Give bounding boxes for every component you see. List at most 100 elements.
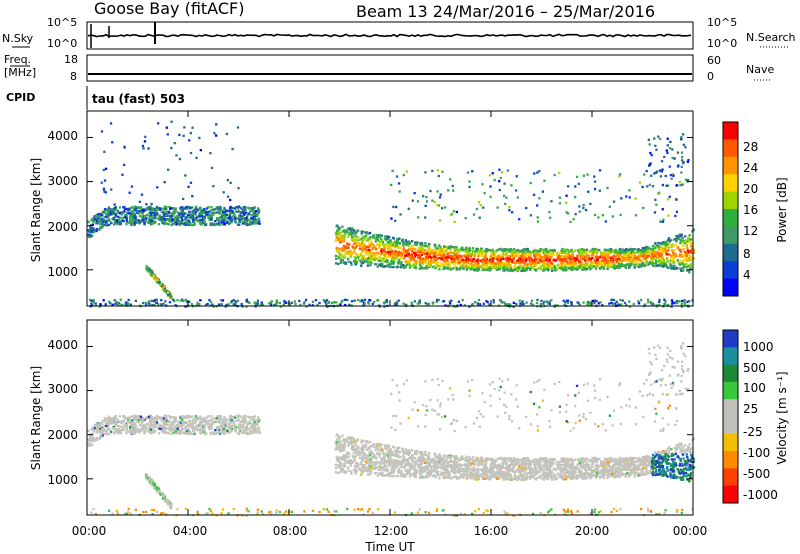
power-point <box>374 240 377 243</box>
power-point <box>678 300 681 303</box>
power-point <box>177 220 180 223</box>
power-point <box>527 266 530 270</box>
power-point <box>678 253 682 257</box>
power-point <box>347 260 350 263</box>
power-point <box>178 157 182 161</box>
power-point <box>214 223 217 226</box>
power-point <box>184 216 187 219</box>
power-point <box>103 150 106 153</box>
power-point <box>652 262 655 265</box>
power-point <box>189 181 193 184</box>
power-point <box>205 213 208 216</box>
power-point <box>161 215 164 219</box>
power-point <box>646 263 650 266</box>
power-point <box>153 299 157 302</box>
power-point <box>683 265 686 268</box>
nave-tick-bottom: 0 <box>707 70 714 83</box>
power-point <box>183 126 186 129</box>
power-point <box>575 258 578 261</box>
power-point <box>230 220 233 223</box>
power-point <box>387 251 390 254</box>
power-point <box>145 217 148 220</box>
power-point <box>104 210 107 213</box>
power-point <box>212 185 215 188</box>
power-point <box>152 274 156 277</box>
power-point <box>433 265 436 268</box>
power-point <box>189 132 192 135</box>
power-point <box>565 253 568 257</box>
power-point <box>397 252 401 255</box>
power-point <box>686 259 689 262</box>
power-point <box>134 208 137 211</box>
power-point <box>379 263 383 266</box>
nave-label: Nave <box>746 63 774 76</box>
power-point <box>580 263 584 266</box>
power-point <box>385 300 389 304</box>
power-point <box>233 213 236 216</box>
power-point <box>107 207 110 211</box>
power-point <box>586 264 590 267</box>
power-point <box>94 302 97 305</box>
power-point <box>198 214 201 218</box>
power-point <box>238 216 241 219</box>
noise-tick-right-bottom: 10^0 <box>707 37 737 50</box>
power-point <box>665 258 669 261</box>
power-point <box>623 254 626 257</box>
power-point <box>217 220 220 223</box>
power-point <box>335 234 338 237</box>
power-point <box>412 257 415 260</box>
power-point <box>217 223 220 226</box>
power-point <box>390 241 394 245</box>
power-point <box>99 213 103 216</box>
power-point <box>103 190 106 193</box>
power-point <box>472 258 476 261</box>
power-point <box>137 219 140 222</box>
power-point <box>368 242 371 245</box>
power-point <box>426 257 429 260</box>
power-point <box>665 250 668 253</box>
power-point <box>583 254 587 258</box>
power-point <box>105 222 108 226</box>
power-point <box>537 250 540 253</box>
nsearch-label: N.Search <box>746 31 796 44</box>
power-point <box>353 249 356 252</box>
power-point <box>199 299 202 302</box>
power-point <box>351 236 354 239</box>
power-point <box>660 247 663 250</box>
power-point <box>148 218 151 221</box>
power-point <box>191 126 194 129</box>
power-point <box>561 265 564 268</box>
power-point <box>283 300 286 303</box>
power-point <box>308 303 311 306</box>
power-point <box>402 266 405 269</box>
power-point <box>235 210 238 213</box>
power-point <box>212 305 215 308</box>
power-point <box>670 302 674 305</box>
power-point <box>608 302 611 305</box>
power-point <box>637 248 640 251</box>
power-point <box>439 246 442 249</box>
power-point <box>378 233 381 237</box>
power-point <box>336 229 339 232</box>
power-point <box>240 207 243 210</box>
power-point <box>488 269 491 272</box>
power-point <box>201 210 204 213</box>
power-point <box>257 208 261 212</box>
power-point <box>341 225 344 228</box>
power-point <box>245 298 248 301</box>
power-point <box>123 163 126 166</box>
power-point <box>114 214 117 217</box>
power-point <box>530 299 534 302</box>
freq-tick-bottom: 8 <box>70 70 77 83</box>
power-point <box>459 266 462 269</box>
power-point <box>418 254 421 257</box>
power-point <box>509 263 512 267</box>
power-point <box>562 258 565 261</box>
power-point <box>636 257 639 260</box>
power-point <box>152 221 155 225</box>
power-point <box>641 247 644 250</box>
power-point <box>351 245 354 248</box>
power-point <box>492 251 495 254</box>
power-point <box>529 251 532 254</box>
power-point <box>346 251 349 254</box>
